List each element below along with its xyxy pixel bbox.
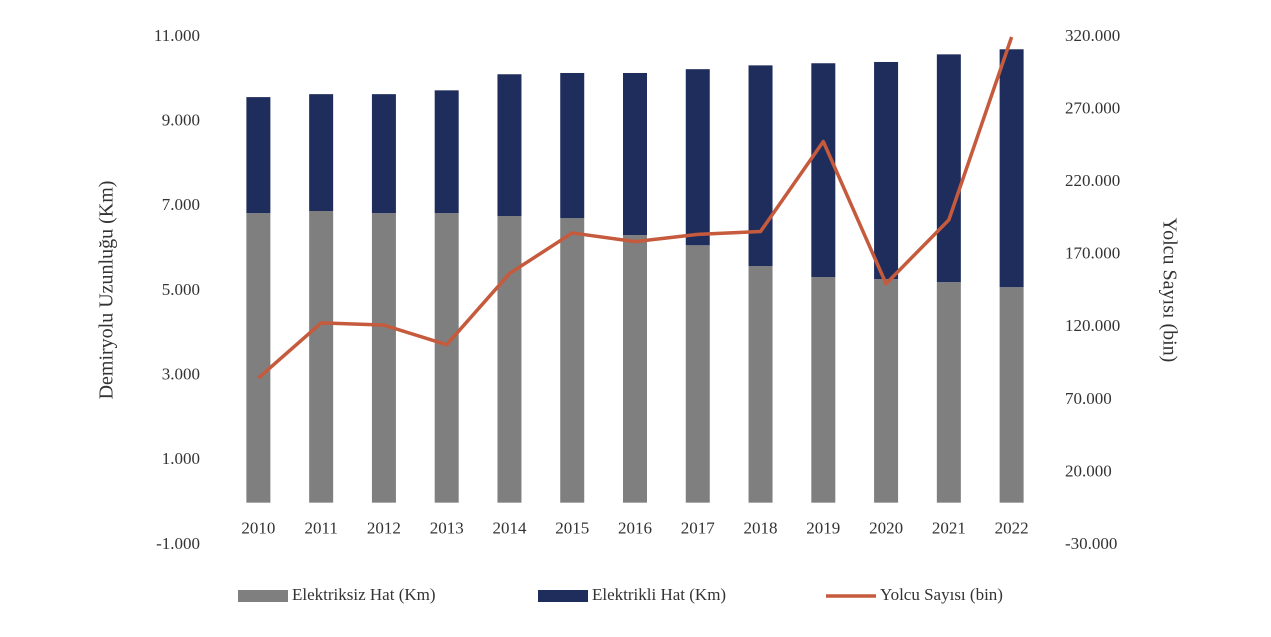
bar <box>246 97 271 214</box>
x-tick-label: 2010 <box>241 519 275 538</box>
x-tick-label: 2022 <box>995 519 1029 538</box>
legend-label: Elektrikli Hat (Km) <box>592 585 726 604</box>
bar <box>811 277 836 503</box>
bar <box>309 94 334 211</box>
legend-label: Elektriksiz Hat (Km) <box>292 585 436 604</box>
y2-tick-label: -30.000 <box>1065 534 1117 553</box>
bar <box>999 49 1024 288</box>
legend-label: Yolcu Sayısı (bin) <box>880 585 1003 604</box>
bar <box>748 65 773 267</box>
x-tick-label: 2015 <box>555 519 589 538</box>
x-tick-label: 2021 <box>932 519 966 538</box>
bar <box>246 213 271 503</box>
x-tick-label: 2012 <box>367 519 401 538</box>
bar <box>434 213 459 503</box>
bar <box>936 282 961 503</box>
bar <box>623 72 647 236</box>
legend-marker <box>238 590 288 602</box>
bar <box>874 279 899 503</box>
bar <box>560 218 585 503</box>
bar <box>371 213 396 503</box>
y2-tick-label: 170.000 <box>1065 244 1120 263</box>
y2-tick-label: 20.000 <box>1065 461 1112 480</box>
x-tick-label: 2016 <box>618 519 652 538</box>
bar <box>999 287 1024 503</box>
bar <box>434 90 459 214</box>
line <box>257 36 1014 380</box>
y-tick-label: 3.000 <box>162 365 200 384</box>
bar <box>309 210 334 503</box>
y-tick-label: 11.000 <box>154 26 200 45</box>
x-tick-label: 2014 <box>492 519 527 538</box>
bar <box>685 69 710 246</box>
y2-axis-label: Yolcu Sayısı (bin) <box>1158 218 1180 363</box>
bar <box>748 266 773 503</box>
y-tick-label: 5.000 <box>162 280 200 299</box>
y2-tick-label: 270.000 <box>1065 98 1120 117</box>
y2-tick-label: 70.000 <box>1065 389 1112 408</box>
x-tick-label: 2017 <box>681 519 716 538</box>
y2-tick-label: 220.000 <box>1065 171 1120 190</box>
y-tick-label: -1.000 <box>156 534 200 553</box>
bar <box>497 216 522 503</box>
bar <box>371 94 396 214</box>
y2-tick-label: 120.000 <box>1065 316 1120 335</box>
y2-tick-label: 320.000 <box>1065 26 1120 45</box>
x-tick-label: 2013 <box>430 519 464 538</box>
legend-marker <box>538 590 588 602</box>
bar <box>874 61 899 280</box>
y-tick-label: 1.000 <box>162 449 200 468</box>
bar <box>936 54 961 283</box>
y-axis-label: Demiryolu Uzunluğu (Km) <box>96 181 118 400</box>
x-tick-label: 2018 <box>744 519 778 538</box>
bar <box>497 74 522 217</box>
x-tick-label: 2019 <box>806 519 840 538</box>
y-tick-label: 9.000 <box>162 111 200 130</box>
bar <box>811 63 836 278</box>
bar <box>560 72 585 219</box>
bar <box>685 245 710 503</box>
y-tick-label: 7.000 <box>162 195 200 214</box>
x-tick-label: 2020 <box>869 519 903 538</box>
bar <box>623 235 647 503</box>
x-tick-label: 2011 <box>304 519 337 538</box>
